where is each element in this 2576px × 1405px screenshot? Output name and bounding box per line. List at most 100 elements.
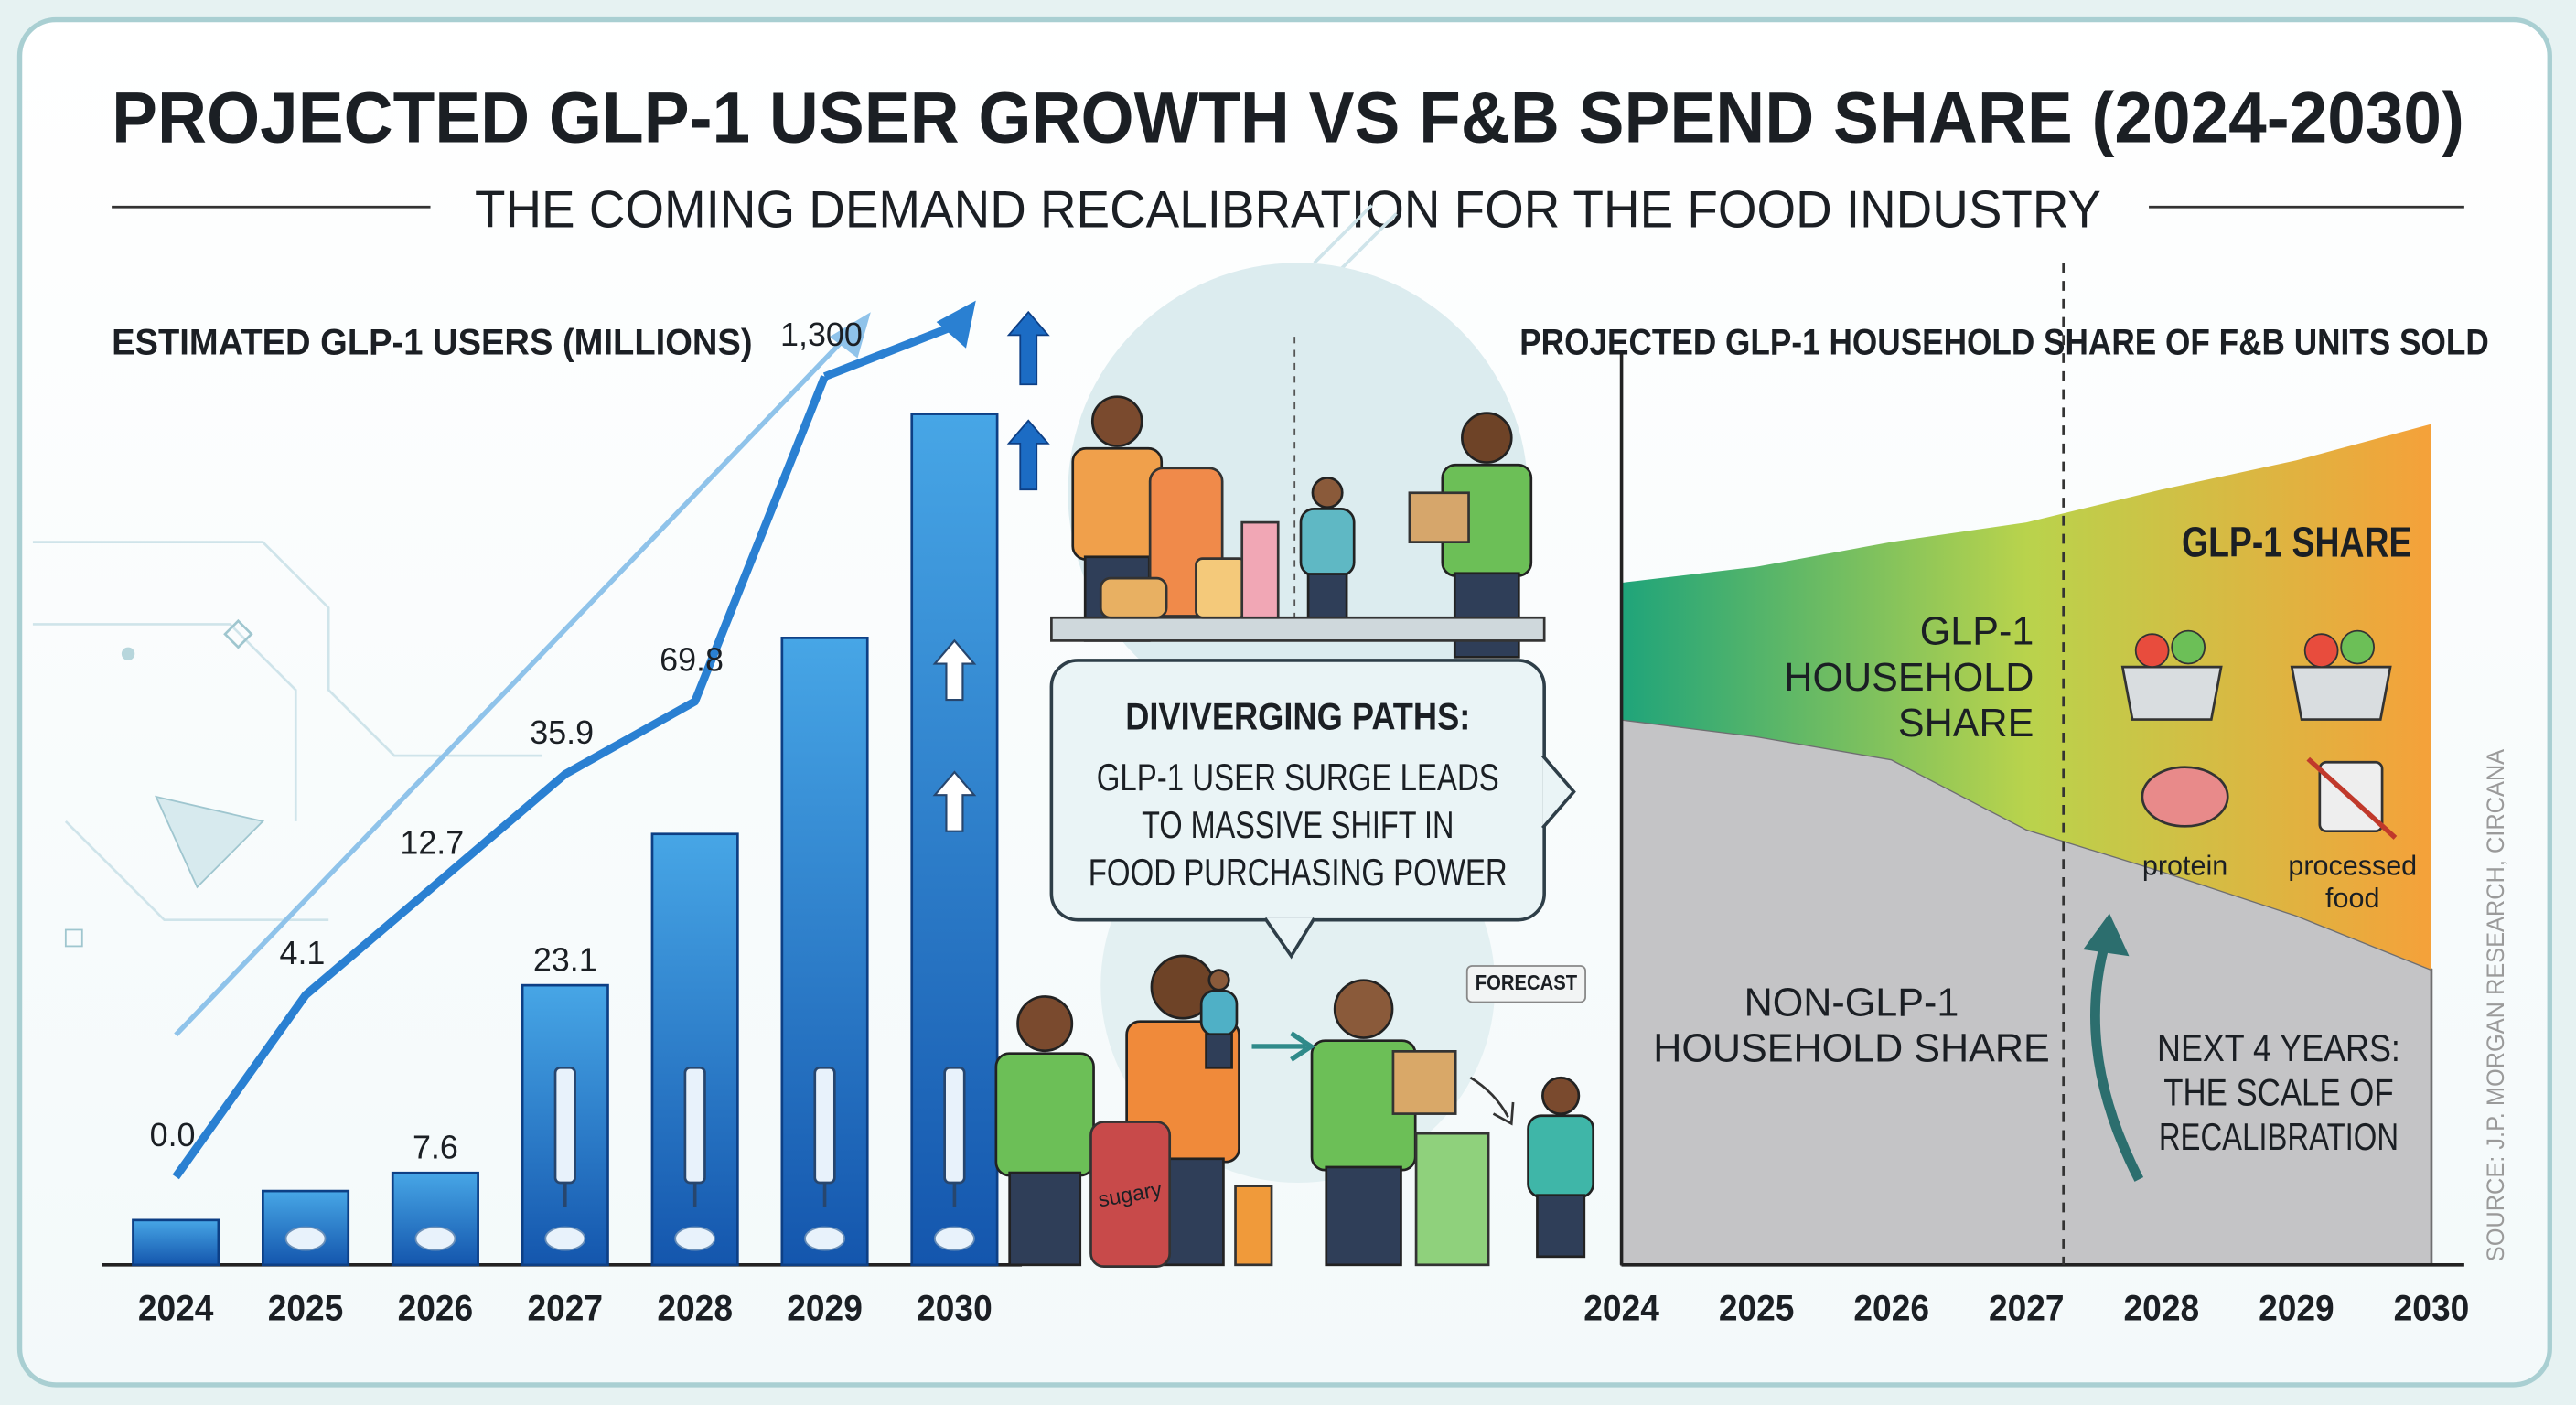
person-legs <box>1325 1165 1402 1267</box>
drink <box>1234 1185 1273 1267</box>
pill-icon <box>284 1226 327 1251</box>
note-line: THE SCALE OF <box>2163 1072 2393 1114</box>
x-tick-label: 2024 <box>138 1289 214 1329</box>
line-arrowhead <box>936 300 976 349</box>
milk <box>1414 1132 1490 1267</box>
forecast-badge-label: FORECAST <box>1476 971 1577 994</box>
x-tick-label: 2029 <box>787 1289 863 1329</box>
pill-icon <box>414 1226 456 1251</box>
bar <box>132 1218 220 1267</box>
bar <box>391 1171 479 1267</box>
x-tick-label: 2025 <box>1719 1289 1795 1329</box>
note-line: NEXT 4 YEARS: <box>2157 1027 2400 1069</box>
x-tick-label: 2026 <box>1853 1289 1929 1329</box>
deco-square <box>64 928 83 948</box>
callout-line: GLP-1 USER SURGE LEADS <box>1097 756 1499 799</box>
processed-strike <box>2306 756 2398 840</box>
area-label: GLP-1 <box>1920 610 2034 654</box>
note-arrowhead <box>2083 913 2130 957</box>
callout-pointer <box>1541 754 1576 830</box>
x-tick-label: 2027 <box>1989 1289 2065 1329</box>
note-line: RECALIBRATION <box>2159 1116 2399 1158</box>
deco-dot <box>121 647 135 660</box>
line-value-label: 4.1 <box>279 934 325 971</box>
x-tick-label: 2025 <box>268 1289 344 1329</box>
callout-line: TO MASSIVE SHIFT IN <box>1142 804 1454 846</box>
deco-lines <box>32 541 542 922</box>
person-head <box>1311 477 1344 509</box>
line-value-label: 12.7 <box>400 824 464 862</box>
person-body <box>1199 989 1239 1037</box>
area-label: SHARE <box>1898 702 2034 745</box>
bar-value-label: 7.6 <box>413 1129 458 1166</box>
produce-icon <box>2171 629 2206 665</box>
area-label: HOUSEHOLD SHARE <box>1653 1027 2049 1071</box>
bread <box>1099 576 1168 619</box>
counter <box>1050 616 1546 642</box>
syringe-icon <box>813 1066 836 1185</box>
deco-diamond <box>223 618 253 649</box>
basket-icon <box>2120 665 2223 721</box>
deco-triangle <box>155 795 265 889</box>
person-legs <box>1536 1194 1586 1259</box>
line-value-label: 1,300 <box>780 316 863 353</box>
x-tick-label: 2028 <box>657 1289 733 1329</box>
line-value-label: 69.8 <box>660 640 724 678</box>
subtitle: THE COMING DEMAND RECALIBRATION FOR THE … <box>475 181 2101 240</box>
produce-icon <box>2303 633 2339 669</box>
syringe-icon <box>553 1066 576 1185</box>
person-head <box>1090 395 1143 447</box>
person-head <box>1016 995 1074 1053</box>
callout-tail <box>1263 917 1316 960</box>
icon-label: food <box>2325 883 2379 914</box>
up-arrow-icon <box>932 638 977 702</box>
x-tick-label: 2030 <box>2394 1289 2470 1329</box>
callout-heading: DIVIVERGING PATHS: <box>1125 695 1470 737</box>
x-tick-label: 2030 <box>917 1289 993 1329</box>
up-arrow-icon <box>932 770 977 832</box>
line <box>172 375 829 1180</box>
pill-icon <box>674 1226 716 1251</box>
person-head <box>1208 969 1230 992</box>
note-arrow <box>2090 938 2144 1182</box>
line-value-label: 0.0 <box>150 1116 196 1153</box>
icon-label: processed <box>2288 850 2417 881</box>
area-label: NON-GLP-1 <box>1744 981 1959 1024</box>
left-chart-title: ESTIMATED GLP-1 USERS (MILLIONS) <box>112 323 752 363</box>
pill-icon <box>933 1226 975 1251</box>
person-body <box>1071 446 1164 561</box>
forecast-badge <box>1465 965 1586 1003</box>
line-value-label: 35.9 <box>530 713 594 751</box>
deco-lightline <box>174 327 856 1037</box>
flow-arrow <box>1251 1031 1315 1062</box>
deco-up-arrow <box>1006 419 1050 491</box>
grocery-bag <box>1391 1050 1457 1115</box>
protein-icon <box>2141 766 2229 828</box>
person-legs <box>1008 1171 1082 1267</box>
line-arrow-shaft <box>822 321 958 381</box>
x-tick-label: 2029 <box>2259 1289 2334 1329</box>
icon-label: protein <box>2142 850 2227 881</box>
syringe-icon <box>683 1066 706 1185</box>
deco-up-arrow <box>1006 310 1050 386</box>
panel-title: GLP-1 SHARE <box>2182 519 2411 566</box>
callout-line: FOOD PURCHASING POWER <box>1089 852 1508 894</box>
produce-icon <box>2134 633 2170 669</box>
title: PROJECTED GLP-1 USER GROWTH VS F&B SPEND… <box>112 77 2464 158</box>
pill-icon <box>804 1226 845 1251</box>
person-body <box>1299 508 1356 577</box>
area <box>1621 424 2431 970</box>
person-legs <box>1205 1033 1233 1069</box>
produce-icon <box>2340 629 2375 665</box>
person-body <box>1527 1114 1595 1198</box>
cake <box>1195 557 1247 619</box>
person-legs <box>1453 572 1520 659</box>
cup <box>1240 520 1280 619</box>
bar-value-label: 23.1 <box>533 940 597 978</box>
right-chart-title: PROJECTED GLP-1 HOUSEHOLD SHARE OF F&B U… <box>1519 323 2489 363</box>
flow-arrow <box>1469 1076 1515 1126</box>
person-legs <box>1306 573 1348 626</box>
pill-icon <box>544 1226 586 1251</box>
